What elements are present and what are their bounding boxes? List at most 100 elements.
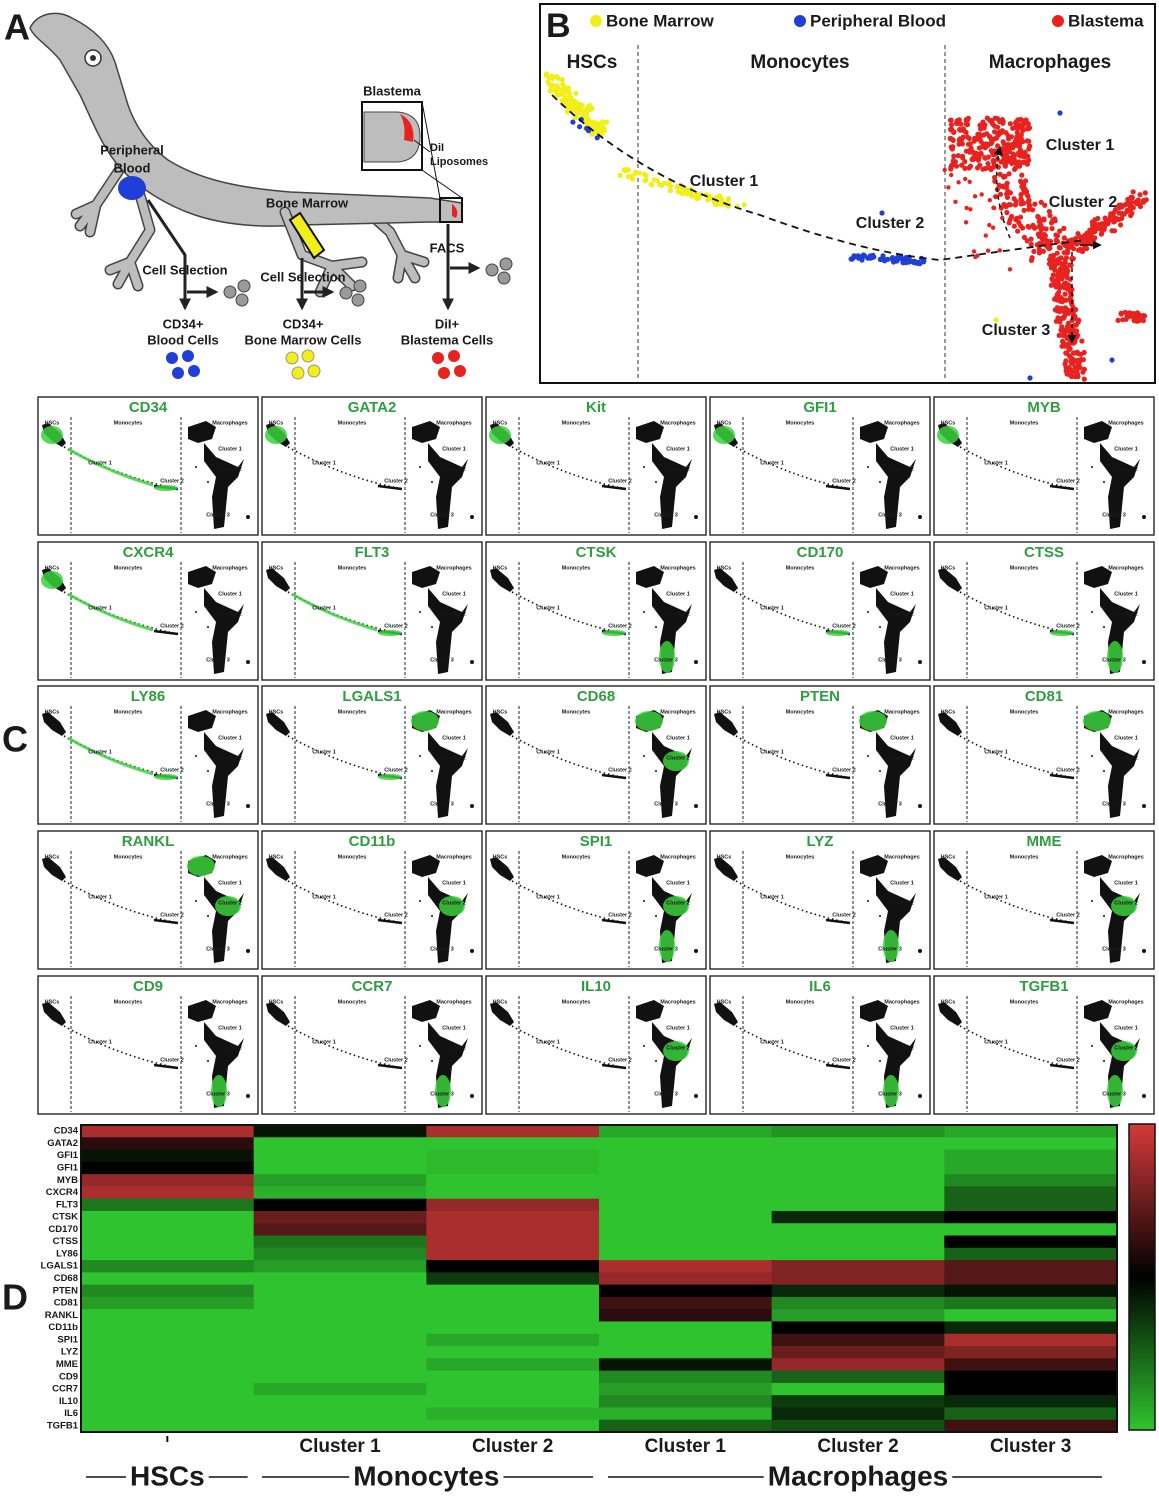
scatter-dot — [1021, 182, 1027, 188]
expression-highlight — [663, 751, 689, 771]
scatter-dot — [1069, 368, 1075, 374]
scatter-dot — [1071, 246, 1077, 252]
heatmap-cell — [81, 1174, 255, 1187]
mini-label: Monocytes — [786, 999, 815, 1005]
mini-label: HSCs — [717, 709, 732, 715]
scatter-dot — [949, 146, 955, 152]
row-label: MYB — [57, 1175, 78, 1186]
heatmap-cell — [771, 1223, 945, 1237]
heatmap-cell — [253, 1235, 427, 1249]
heatmap-cell — [599, 1284, 773, 1298]
scatter-dot — [1016, 152, 1022, 158]
scatter-dot — [1081, 376, 1087, 382]
expression-highlight — [211, 1075, 227, 1107]
heatmap-cell — [944, 1296, 1118, 1310]
heatmap-cell — [599, 1161, 773, 1175]
scatter-dot — [1025, 223, 1031, 230]
scatter-dot — [584, 115, 590, 121]
scatter-dot — [1088, 233, 1094, 239]
scatter-dot — [599, 119, 606, 125]
scatter-dot — [1057, 228, 1063, 234]
cluster-label: Cluster 3 — [982, 322, 1051, 339]
mini-label: Cluster 1 — [984, 749, 1008, 755]
scatter-dot — [952, 159, 959, 165]
expression-highlight — [1083, 711, 1111, 731]
feature-plot: CD68 HSCs Monocytes Macrophages Cluster 1 Clu… — [485, 685, 707, 825]
mini-label: Cluster 1 — [442, 446, 466, 452]
feature-plot: PTEN HSCs Monocytes Macrophages Cluster 1 Clu… — [709, 685, 931, 825]
mini-label: Macrophages — [1108, 565, 1143, 571]
gene-title: LGALS1 — [342, 688, 401, 705]
scatter-dot — [1133, 311, 1139, 317]
scatter-dot — [995, 143, 1001, 149]
scatter-dot — [899, 256, 905, 262]
mini-label: Macrophages — [436, 565, 471, 571]
heatmap-cell — [944, 1272, 1118, 1286]
heatmap-cell — [253, 1260, 427, 1273]
mini-label: Cluster 1 — [890, 446, 914, 452]
panel-label: C — [2, 719, 28, 760]
scatter-dot — [559, 87, 565, 93]
region-label: Monocytes — [750, 52, 849, 73]
scatter-dot — [559, 77, 566, 83]
scatter-dot — [963, 176, 968, 182]
expression-highlight — [659, 930, 675, 962]
scatter-dot — [649, 182, 655, 188]
mini-label: Monocytes — [562, 854, 591, 860]
heatmap-cell — [771, 1186, 945, 1200]
expression-highlight — [489, 426, 511, 444]
scatter-dot — [1018, 192, 1024, 198]
mini-label: Cluster 2 — [832, 912, 856, 918]
scatter-dot — [1061, 261, 1067, 267]
scatter-dot — [1001, 141, 1007, 147]
mini-label: Cluster 3 — [430, 1091, 454, 1097]
mini-label: Cluster 1 — [984, 894, 1008, 900]
mini-label: Cluster 2 — [608, 623, 632, 629]
gene-title: GFI1 — [803, 399, 836, 416]
mini-label: Cluster 1 — [88, 749, 112, 755]
scatter-dot — [1000, 118, 1006, 125]
feature-plot: IL6 HSCs Monocytes Macrophages Cluster 1 Clus… — [709, 975, 931, 1115]
gene-title: MYB — [1027, 399, 1061, 416]
scatter-dot — [1009, 213, 1015, 220]
panel-label: B — [546, 7, 571, 45]
mini-label: Cluster 3 — [878, 801, 902, 807]
mini-label: Cluster 1 — [442, 880, 466, 886]
heatmap-cell — [771, 1296, 945, 1310]
scatter-dot — [956, 117, 962, 123]
scatter-dot — [1040, 235, 1046, 241]
scatter-dot — [967, 149, 973, 155]
scatter-dot — [1056, 332, 1062, 338]
heatmap-cell — [426, 1223, 600, 1237]
mini-label: Cluster 3 — [206, 801, 230, 807]
gene-title: IL10 — [581, 978, 611, 995]
row-label: CTSK — [52, 1212, 78, 1223]
heatmap-cell — [599, 1137, 773, 1151]
expression-highlight — [1111, 1041, 1137, 1061]
scatter-dot — [1025, 121, 1031, 127]
scatter-dot — [960, 126, 967, 132]
heatmap-cell — [81, 1161, 255, 1175]
heatmap-cell — [771, 1272, 945, 1286]
feature-plot: Kit HSCs Monocytes Macrophages Cluster 1 Clus… — [485, 396, 707, 536]
mini-label: Cluster 1 — [218, 591, 242, 597]
feature-plot: CD81 HSCs Monocytes Macrophages Cluster 1 Clu… — [933, 685, 1155, 825]
mini-label: Cluster 2 — [218, 466, 242, 472]
mini-label: Macrophages — [884, 999, 919, 1005]
expression-highlight — [67, 736, 154, 776]
mini-label: Cluster 2 — [442, 466, 466, 472]
scatter-dot — [705, 197, 711, 203]
heatmap-cell — [426, 1210, 600, 1224]
scatter-dot — [1059, 299, 1065, 305]
scatter-dot — [1117, 205, 1123, 211]
expression-highlight — [635, 711, 663, 731]
mini-label: Cluster 1 — [890, 880, 914, 886]
feature-plot: CTSK HSCs Monocytes Macrophages Cluster 1 Clu… — [485, 541, 707, 681]
scatter-dot — [1063, 358, 1069, 364]
mini-label: Macrophages — [212, 709, 247, 715]
scatter-dot — [1048, 265, 1054, 271]
heatmap-cell — [253, 1419, 427, 1433]
heatmap-cell — [599, 1346, 773, 1359]
heatmap-cell — [81, 1186, 255, 1200]
heatmap-cell — [81, 1247, 255, 1261]
